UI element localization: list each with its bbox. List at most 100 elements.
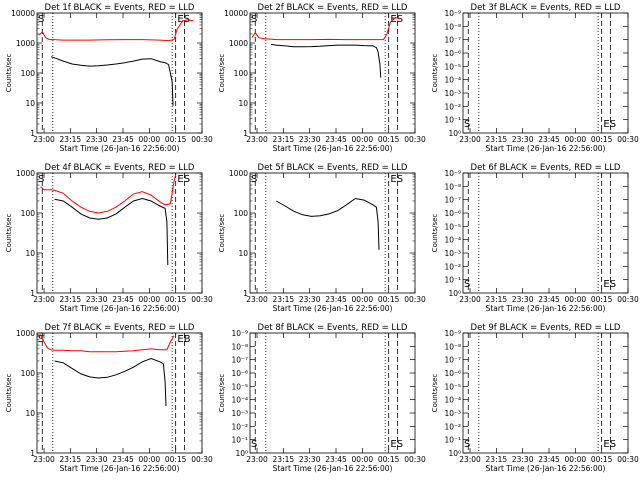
plot-frame (462, 172, 629, 294)
start-marker-label: S (38, 14, 44, 25)
x-tick-label: 23:00 (33, 295, 55, 304)
y-tick-label: 10⁻⁴ (444, 76, 461, 85)
x-tick-label: 23:00 (246, 455, 268, 464)
y-tick-label: 10⁻⁴ (231, 396, 248, 405)
plot-frame (462, 12, 629, 134)
x-tick-label: 23:00 (459, 135, 481, 144)
y-axis-label: Counts/sec (431, 374, 439, 413)
y-tick-label: 10⁻³ (231, 409, 248, 418)
chart-panel-6: Det 6f BLACK = Events, RED = LLD 10⁰ 10⁻¹ 1… (431, 163, 639, 313)
x-axis-label: Start Time (26-Jan-16 22:56:00) (486, 464, 606, 473)
chart-panel-7: Det 7f BLACK = Events, RED = LLD 1 10 100 10… (5, 323, 213, 473)
x-tick-label: 00:00 (565, 135, 587, 144)
y-tick-label: 10⁻² (444, 102, 461, 111)
x-axis-label: Start Time (26-Jan-16 22:56:00) (60, 304, 180, 313)
y-tick-label: 10000 (11, 9, 35, 18)
x-tick-label: 00:00 (139, 135, 161, 144)
x-tick-label: 00:00 (565, 455, 587, 464)
chart-panel-8: Det 8f BLACK = Events, RED = LLD 10⁰ 10⁻¹ 1… (218, 323, 426, 473)
x-tick-label: 23:45 (538, 455, 560, 464)
y-tick-label: 10⁻⁹ (444, 169, 461, 178)
chart-panel-5: Det 5f BLACK = Events, RED = LLD 1 10 100 10… (218, 163, 426, 313)
y-tick-label: 10⁻⁶ (231, 369, 248, 378)
x-tick-label: 23:15 (486, 455, 508, 464)
end-marker-label: ES (177, 14, 190, 25)
chart-title: Det 9f BLACK = Events, RED = LLD (471, 323, 621, 333)
start-marker-label: S (38, 334, 44, 345)
y-tick-label: 1 (243, 289, 248, 298)
y-tick-label: 1 (30, 289, 35, 298)
y-tick-label: 10⁻⁶ (444, 209, 461, 218)
chart-panel-3: Det 3f BLACK = Events, RED = LLD 10⁰ 10⁻¹ 1… (431, 3, 639, 153)
y-tick-label: 10⁻¹ (444, 116, 461, 125)
plot-frame (249, 12, 416, 134)
x-tick-label: 23:00 (246, 295, 268, 304)
end-marker-label: ES (390, 439, 403, 450)
x-tick-label: 23:45 (112, 295, 134, 304)
y-tick-label: 100 (234, 209, 249, 218)
x-tick-label: 23:00 (246, 135, 268, 144)
x-tick-label: 23:00 (459, 295, 481, 304)
x-tick-label: 23:45 (538, 295, 560, 304)
x-tick-label: 00:15 (165, 135, 187, 144)
y-tick-label: 1 (30, 449, 35, 458)
x-tick-label: 23:45 (325, 295, 347, 304)
chart-title: Det 8f BLACK = Events, RED = LLD (258, 323, 408, 333)
y-tick-label: 100 (234, 69, 249, 78)
x-tick-label: 23:30 (86, 295, 108, 304)
y-axis-label: Counts/sec (5, 54, 13, 93)
y-tick-label: 10⁻¹ (444, 436, 461, 445)
x-tick-label: 00:15 (165, 455, 187, 464)
x-tick-label: 00:15 (378, 135, 400, 144)
y-tick-label: 10⁰ (448, 449, 461, 458)
series-line-lld (38, 19, 194, 42)
y-tick-label: 10⁻³ (444, 249, 461, 258)
y-tick-label: 1000 (229, 169, 248, 178)
y-tick-label: 10⁻⁹ (444, 329, 461, 338)
end-marker-label: ES (603, 279, 616, 290)
y-tick-label: 10⁻³ (444, 409, 461, 418)
x-tick-label: 23:00 (33, 455, 55, 464)
end-marker-label: ES (390, 174, 403, 185)
y-tick-label: 10⁻⁴ (444, 236, 461, 245)
y-axis-label: Counts/sec (218, 374, 226, 413)
y-tick-label: 10⁻⁵ (444, 222, 461, 231)
x-tick-label: 23:15 (60, 295, 82, 304)
x-tick-label: 23:15 (486, 295, 508, 304)
x-tick-label: 23:45 (325, 135, 347, 144)
x-tick-label: 23:45 (112, 455, 134, 464)
y-tick-label: 10⁻³ (444, 89, 461, 98)
y-tick-label: 10⁻⁵ (231, 382, 248, 391)
chart-title: Det 1f BLACK = Events, RED = LLD (45, 3, 195, 13)
x-axis-label: Start Time (26-Jan-16 22:56:00) (486, 304, 606, 313)
x-tick-label: 23:00 (459, 455, 481, 464)
x-tick-label: 23:30 (512, 455, 534, 464)
y-tick-label: 10⁰ (448, 289, 461, 298)
x-tick-label: 00:30 (617, 135, 639, 144)
x-tick-label: 00:00 (352, 135, 374, 144)
x-tick-label: 23:30 (86, 455, 108, 464)
y-tick-label: 10⁻⁶ (444, 369, 461, 378)
y-axis-label: Counts/sec (5, 214, 13, 253)
chart-panel-4: Det 4f BLACK = Events, RED = LLD 1 10 100 10… (5, 163, 213, 313)
y-tick-label: 10⁻⁵ (444, 62, 461, 71)
chart-panel-1: Det 1f BLACK = Events, RED = LLD 1 10 100 10… (5, 3, 213, 153)
series-line-events (271, 43, 382, 78)
chart-panel-9: Det 9f BLACK = Events, RED = LLD 10⁰ 10⁻¹ 1… (431, 323, 639, 473)
x-tick-label: 23:15 (486, 135, 508, 144)
y-tick-label: 10⁻² (444, 422, 461, 431)
start-marker-label: S (464, 119, 470, 130)
end-marker-label: EB (177, 334, 190, 345)
x-axis-label: Start Time (26-Jan-16 22:56:00) (60, 464, 180, 473)
y-tick-label: 1000 (16, 39, 35, 48)
x-tick-label: 23:15 (273, 295, 295, 304)
end-marker-label: ES (603, 439, 616, 450)
x-tick-label: 00:15 (591, 135, 613, 144)
x-tick-label: 23:30 (512, 295, 534, 304)
start-marker-label: S (251, 174, 257, 185)
x-axis-label: Start Time (26-Jan-16 22:56:00) (273, 304, 393, 313)
chart-title: Det 4f BLACK = Events, RED = LLD (45, 163, 195, 173)
y-tick-label: 10⁻⁸ (444, 182, 461, 191)
chart-title: Det 7f BLACK = Events, RED = LLD (45, 323, 195, 333)
y-axis-label: Counts/sec (431, 214, 439, 253)
